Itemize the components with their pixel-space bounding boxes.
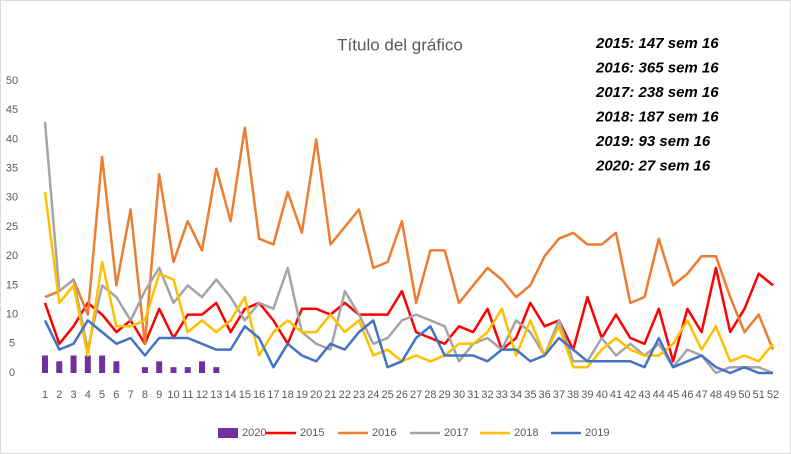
x-tick-label: 32 [481,389,493,401]
x-tick-label: 45 [667,389,679,401]
bar [170,367,177,373]
legend-label: 2018 [514,427,538,439]
x-tick-label: 4 [85,389,91,401]
legend-label: 2020 [242,427,266,439]
bar [84,355,91,373]
bar [56,361,63,373]
x-tick-label: 35 [524,389,536,401]
x-tick-label: 13 [210,389,222,401]
y-tick-label: 10 [6,309,18,321]
bar [99,355,106,373]
legend-label: 2017 [444,427,468,439]
annotation: 2016: 365 sem 16 [595,59,719,76]
x-tick-label: 52 [767,389,779,401]
x-tick-label: 11 [182,389,193,401]
line [43,319,773,375]
x-tick-label: 6 [113,389,119,401]
x-tick-label: 26 [396,389,408,401]
x-tick-label: 24 [367,389,379,401]
annotation: 2017: 238 sem 16 [595,84,719,101]
bar [199,361,206,373]
line [43,191,774,369]
annotation: 2020: 27 sem 16 [595,157,711,174]
y-tick-label: 40 [6,133,18,145]
x-tick-label: 31 [467,389,479,401]
x-tick-label: 30 [453,389,465,401]
x-tick-label: 19 [296,389,308,401]
x-tick-label: 36 [538,389,550,401]
x-tick-label: 16 [253,389,265,401]
y-tick-label: 0 [9,367,15,379]
y-tick-label: 30 [6,192,18,204]
x-tick-label: 17 [267,389,279,401]
x-tick-label: 2 [56,389,62,401]
legend-label: 2019 [585,427,609,439]
y-tick-label: 50 [6,75,18,87]
x-tick-label: 33 [496,389,508,401]
x-tick-label: 7 [128,389,134,401]
x-tick-label: 49 [724,389,736,401]
y-tick-label: 25 [6,221,18,233]
annotation: 2018: 187 sem 16 [595,108,719,125]
chart-title: Título del gráfico [337,35,463,54]
x-tick-label: 47 [696,389,708,401]
annotation: 2019: 93 sem 16 [595,133,711,150]
x-tick-label: 8 [142,389,148,401]
bar [156,361,163,373]
x-tick-label: 27 [410,389,422,401]
x-tick-label: 46 [681,389,693,401]
y-tick-label: 35 [6,163,18,175]
bar [213,367,220,373]
x-tick-label: 20 [310,389,322,401]
x-tick-label: 21 [324,389,336,401]
legend-swatch [218,428,238,438]
bar [42,355,48,373]
line [43,266,774,363]
x-tick-label: 37 [553,389,565,401]
bar [184,367,191,373]
x-tick-label: 34 [510,389,522,401]
x-tick-label: 42 [624,389,636,401]
x-tick-label: 38 [567,389,579,401]
bar [70,355,77,373]
y-tick-label: 45 [6,104,18,116]
y-tick-label: 5 [9,338,15,350]
x-tick-label: 39 [581,389,593,401]
y-tick-label: 15 [6,279,18,291]
x-tick-label: 48 [710,389,722,401]
legend-label: 2016 [372,427,396,439]
x-tick-label: 23 [353,389,365,401]
x-tick-label: 40 [596,389,608,401]
x-tick-label: 10 [167,389,179,401]
x-tick-label: 14 [224,389,236,401]
x-tick-label: 18 [282,389,294,401]
x-tick-label: 12 [196,389,208,401]
legend-label: 2015 [300,427,324,439]
annotation: 2015: 147 sem 16 [595,35,719,52]
x-tick-label: 1 [42,389,48,401]
x-tick-label: 25 [381,389,393,401]
line [44,126,775,351]
x-tick-label: 5 [99,389,105,401]
x-tick-label: 50 [738,389,750,401]
x-tick-label: 44 [653,389,665,401]
x-tick-label: 3 [70,389,76,401]
x-tick-label: 15 [239,389,251,401]
y-tick-label: 20 [6,250,18,262]
x-tick-label: 9 [156,389,162,401]
x-tick-label: 29 [439,389,451,401]
bar [141,367,148,373]
x-tick-label: 41 [610,389,622,401]
x-tick-label: 28 [424,389,436,401]
x-tick-label: 22 [339,389,351,401]
bar [113,361,120,373]
line [43,121,774,375]
x-tick-label: 43 [638,389,650,401]
x-tick-label: 51 [753,389,765,401]
